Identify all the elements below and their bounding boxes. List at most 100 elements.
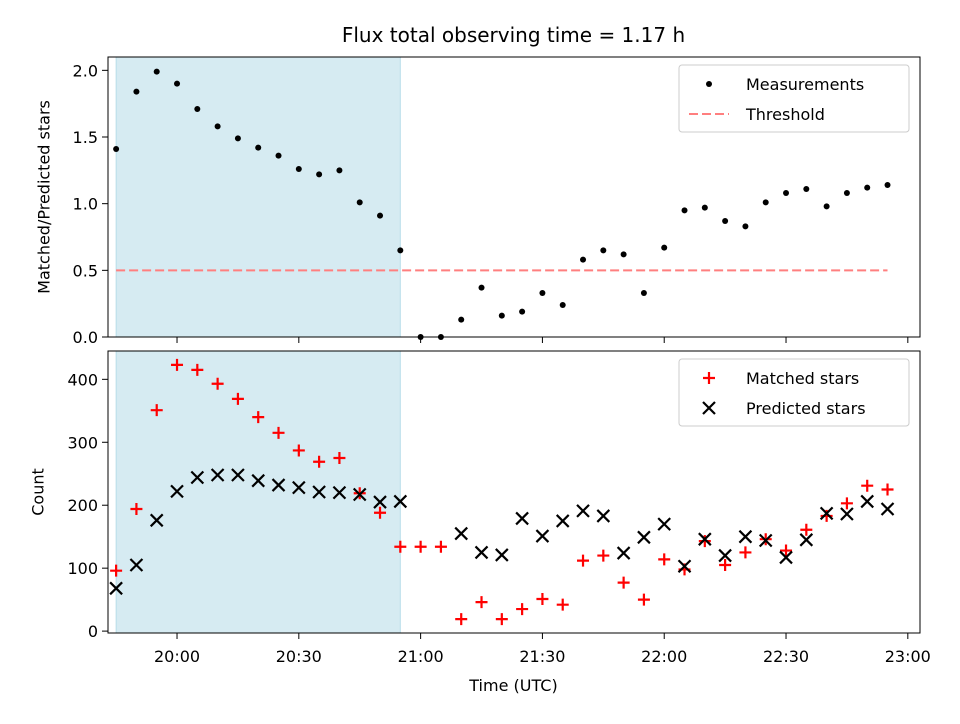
ratio-series-group — [113, 68, 891, 340]
count-x-tick-label-3: 21:30 — [519, 647, 565, 666]
count-matched-stars-point-10 — [313, 455, 326, 468]
ratio-measurements-point-27 — [661, 244, 668, 251]
ratio-measurements-point-35 — [823, 203, 830, 210]
count-matched-stars-point-33 — [780, 544, 793, 557]
count-predicted-stars-point-0 — [109, 581, 123, 596]
ratio-measurements-point-4 — [194, 106, 201, 112]
ratio-legend: Measurements Threshold — [678, 64, 910, 133]
count-predicted-stars-point-7 — [251, 473, 265, 488]
count-predicted-stars-point-15 — [454, 526, 468, 541]
count-matched-stars-point-34 — [800, 523, 813, 536]
count-predicted-stars-point-1 — [129, 558, 144, 572]
count-x-tick-label-4: 22:00 — [641, 647, 687, 666]
count-legend-matched-stars-label: Matched stars — [746, 369, 859, 388]
ratio-plot-frame — [107, 56, 921, 338]
count-matched-stars-point-13 — [374, 506, 387, 519]
count-matched-stars-point-30 — [719, 559, 732, 572]
ratio-measurements-point-1 — [133, 88, 140, 95]
count-y-tick-label-4: 400 — [67, 370, 98, 389]
ratio-measurements-point-25 — [620, 251, 627, 258]
ratio-legend-threshold-label: Threshold — [745, 105, 825, 124]
count-matched-stars-point-22 — [556, 598, 569, 611]
count-matched-stars-point-7 — [252, 411, 265, 424]
ratio-measurements-series — [113, 68, 891, 340]
ratio-measurements-point-24 — [600, 247, 607, 254]
count-predicted-stars-point-14 — [393, 494, 408, 509]
count-predicted-stars-point-12 — [352, 487, 367, 502]
count-matched-stars-point-4 — [191, 363, 204, 376]
count-matched-stars-point-1 — [130, 502, 143, 515]
count-matched-stars-point-27 — [658, 553, 671, 566]
ratio-x-ticks — [176, 337, 909, 343]
count-predicted-stars-point-28 — [718, 548, 732, 563]
count-matched-stars-point-26 — [637, 593, 650, 606]
count-predicted-stars-point-34 — [840, 507, 854, 521]
ratio-measurements-point-32 — [762, 199, 769, 206]
count-legend-matched-stars-swatch — [703, 372, 715, 384]
count-predicted-stars-point-6 — [231, 468, 245, 482]
count-predicted-stars-point-13 — [373, 495, 387, 509]
count-predicted-stars-point-21 — [576, 504, 590, 518]
ratio-measurements-point-31 — [742, 223, 749, 230]
count-y-ticks: 0 100 200 300 400 — [67, 370, 108, 641]
count-matched-stars-point-38 — [881, 483, 894, 496]
count-predicted-stars-point-11 — [332, 485, 347, 500]
count-matched-stars-point-2 — [150, 404, 163, 417]
count-legend-box — [678, 358, 910, 427]
ratio-panel: 0.00.51.01.52.0 Matched/Predicted stars … — [35, 56, 921, 347]
ratio-measurements-point-5 — [214, 123, 221, 130]
count-x-axis-label: Time (UTC) — [468, 676, 557, 695]
ratio-measurements-point-23 — [580, 256, 587, 263]
count-predicted-stars-point-22 — [596, 509, 611, 523]
count-matched-stars-point-9 — [292, 444, 305, 457]
count-predicted-stars-point-33 — [819, 506, 834, 521]
count-predicted-stars-point-17 — [495, 548, 509, 562]
count-predicted-stars-point-32 — [799, 533, 814, 547]
count-predicted-stars-point-5 — [210, 468, 225, 482]
ratio-measurements-point-10 — [316, 171, 323, 178]
count-x-tick-label-1: 20:30 — [276, 647, 322, 666]
count-matched-stars-point-16 — [434, 540, 447, 553]
ratio-measurements-point-9 — [295, 166, 302, 172]
count-predicted-stars-point-25 — [657, 517, 671, 531]
ratio-measurements-point-0 — [113, 146, 120, 152]
count-matched-stars-point-15 — [414, 540, 427, 553]
ratio-legend-measurements-label: Measurements — [746, 75, 864, 94]
count-predicted-stars-point-29 — [738, 529, 753, 544]
ratio-y-tick-label-3: 1.5 — [73, 128, 98, 147]
count-matched-stars-point-5 — [211, 377, 224, 390]
count-legend-predicted-stars-label: Predicted stars — [746, 399, 866, 418]
ratio-y-tick-label-2: 1.0 — [73, 195, 98, 214]
ratio-measurements-point-19 — [498, 312, 505, 319]
count-x-tick-label-6: 23:00 — [885, 647, 931, 666]
ratio-legend-measurements-swatch-point-0 — [706, 81, 712, 87]
count-predicted-stars-point-26 — [677, 559, 692, 574]
count-x-tick-label-2: 21:00 — [398, 647, 444, 666]
count-matched-stars-point-21 — [536, 593, 549, 606]
count-predicted-stars-point-23 — [616, 546, 631, 560]
ratio-y-tick-label-0: 0.0 — [73, 328, 98, 347]
count-series-group — [109, 358, 895, 626]
ratio-y-axis-label: Matched/Predicted stars — [35, 100, 54, 294]
ratio-measurements-point-11 — [336, 167, 343, 174]
ratio-measurements-point-14 — [397, 247, 404, 254]
ratio-measurements-point-8 — [275, 152, 282, 159]
count-predicted-stars-point-20 — [555, 514, 570, 528]
count-matched-stars-point-11 — [333, 452, 346, 465]
ratio-y-tick-label-4: 2.0 — [73, 61, 98, 80]
ratio-measurements-point-3 — [174, 80, 181, 87]
ratio-measurements-point-2 — [153, 68, 160, 75]
count-matched-stars-point-18 — [475, 596, 488, 609]
count-x-ticks: 20:00 20:30 21:00 21:30 22:00 22:30 23:00 — [154, 633, 931, 666]
ratio-observing-span — [115, 56, 401, 338]
ratio-measurements-point-29 — [701, 204, 708, 211]
count-predicted-stars-point-19 — [535, 529, 550, 543]
count-predicted-stars-point-27 — [698, 532, 712, 546]
count-y-tick-label-1: 100 — [67, 559, 98, 578]
count-matched-stars-point-31 — [739, 546, 752, 559]
count-y-tick-label-3: 300 — [67, 433, 98, 452]
count-predicted-stars-point-24 — [637, 530, 651, 545]
count-predicted-stars-point-10 — [312, 485, 326, 499]
count-matched-stars-point-8 — [272, 426, 285, 439]
ratio-measurements-point-20 — [519, 308, 526, 315]
